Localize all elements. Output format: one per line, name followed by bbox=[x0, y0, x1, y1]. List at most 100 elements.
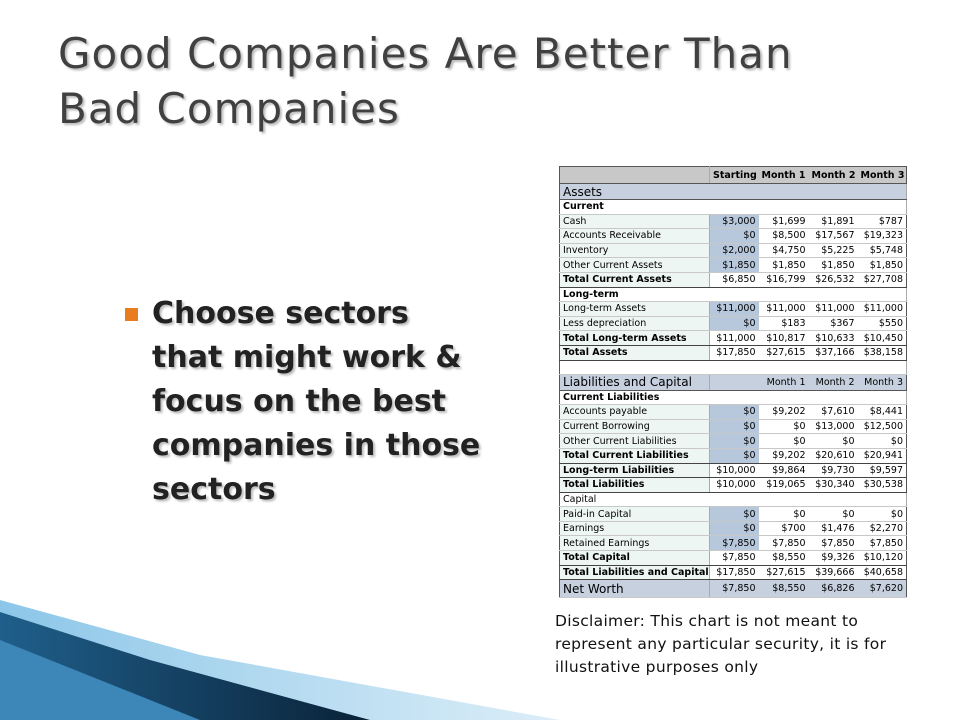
table-cell: $38,158 bbox=[857, 344, 907, 361]
table-cell: Current bbox=[559, 199, 907, 215]
table-cell: $10,000 bbox=[709, 477, 759, 493]
table-cell: $0 bbox=[857, 433, 907, 449]
table-cell: $17,850 bbox=[709, 564, 759, 581]
bullet-marker bbox=[125, 308, 138, 321]
table-row: Retained Earnings $7,850 $7,850 $7,850 $7,85… bbox=[559, 535, 907, 552]
table-cell: $27,615 bbox=[758, 564, 809, 581]
table-cell: $367 bbox=[808, 316, 858, 332]
table-cell: $1,850 bbox=[857, 257, 907, 273]
table-cell: $39,666 bbox=[808, 564, 858, 581]
table-cell: $10,817 bbox=[758, 330, 809, 346]
bullet-text: Choose sectors that might work & focus on … bbox=[152, 292, 480, 512]
table-cell: Retained Earnings bbox=[559, 535, 710, 552]
table-cell: $7,850 bbox=[758, 535, 809, 552]
table-row: Accounts Receivable $0 $8,500 $17,567 $19,32… bbox=[559, 228, 907, 244]
table-cell: Inventory bbox=[559, 243, 710, 259]
table-cell: $0 bbox=[709, 419, 759, 435]
table-cell: $0 bbox=[709, 316, 759, 332]
table-cell: Assets bbox=[559, 183, 907, 200]
table-cell bbox=[709, 374, 759, 391]
table-row: Paid-in Capital $0 $0 $0 $0 bbox=[559, 506, 907, 522]
table-cell: $9,326 bbox=[808, 550, 858, 566]
table-row: Long-term Liabilities $10,000 $9,864 $9,730… bbox=[559, 462, 907, 479]
table-cell: $17,567 bbox=[808, 228, 858, 244]
table-cell: $11,000 bbox=[758, 301, 809, 317]
table-cell: $7,850 bbox=[857, 535, 907, 552]
table-cell: $1,891 bbox=[808, 214, 858, 230]
table-cell: Total Capital bbox=[559, 550, 710, 566]
table-cell: Current Liabilities bbox=[559, 390, 907, 406]
table-cell: Month 3 bbox=[857, 374, 907, 391]
table-cell: $11,000 bbox=[808, 301, 858, 317]
table-cell: $9,202 bbox=[758, 404, 809, 420]
table-row bbox=[559, 360, 907, 375]
table-cell: $0 bbox=[709, 228, 759, 244]
table-cell: Long-term bbox=[559, 287, 907, 303]
table-cell: $10,450 bbox=[857, 330, 907, 346]
table-cell: Month 2 bbox=[808, 374, 858, 391]
table-cell: $5,225 bbox=[808, 243, 858, 259]
table-cell: $1,850 bbox=[758, 257, 809, 273]
table-cell: $7,620 bbox=[857, 579, 907, 599]
table-row: Current bbox=[559, 199, 907, 215]
table-cell: $12,500 bbox=[857, 419, 907, 435]
table-cell: $550 bbox=[857, 316, 907, 332]
table-cell: $0 bbox=[709, 506, 759, 522]
table-cell: $700 bbox=[758, 521, 809, 537]
table-cell: $30,538 bbox=[857, 477, 907, 493]
table-cell: $1,850 bbox=[808, 257, 858, 273]
table-cell: $9,864 bbox=[758, 462, 809, 479]
table-cell: $0 bbox=[808, 433, 858, 449]
table-cell: $27,615 bbox=[758, 344, 809, 361]
bullet-line: focus on the best bbox=[152, 384, 447, 419]
table-cell: Capital bbox=[559, 492, 907, 508]
table-cell: Long-term Liabilities bbox=[559, 462, 710, 479]
table-cell: $10,120 bbox=[857, 550, 907, 566]
table-cell: $0 bbox=[758, 419, 809, 435]
swoosh-mid bbox=[0, 640, 200, 720]
table-cell: Accounts payable bbox=[559, 404, 710, 420]
table-cell: $2,000 bbox=[709, 243, 759, 259]
table-cell: $787 bbox=[857, 214, 907, 230]
table-cell: $0 bbox=[758, 433, 809, 449]
table-cell bbox=[559, 360, 907, 375]
table-cell: Starting bbox=[709, 166, 759, 184]
table-cell: Cash bbox=[559, 214, 710, 230]
table-row: Other Current Liabilities $0 $0 $0 $0 bbox=[559, 433, 907, 449]
table-cell: $9,730 bbox=[808, 462, 858, 479]
table-row: Inventory $2,000 $4,750 $5,225 $5,748 bbox=[559, 243, 907, 259]
table-cell: $5,748 bbox=[857, 243, 907, 259]
table-row: Accounts payable $0 $9,202 $7,610 $8,441 bbox=[559, 404, 907, 420]
table-row: Total Current Liabilities $0 $9,202 $20,610… bbox=[559, 447, 907, 464]
table-cell: $19,323 bbox=[857, 228, 907, 244]
table-cell: $183 bbox=[758, 316, 809, 332]
disclaimer-line: illustrative purposes only bbox=[555, 658, 759, 676]
table-cell: $2,270 bbox=[857, 521, 907, 537]
table-cell: $0 bbox=[857, 506, 907, 522]
table-cell: Earnings bbox=[559, 521, 710, 537]
bullet-line: sectors bbox=[152, 472, 276, 507]
table-cell: Month 2 bbox=[808, 166, 858, 184]
table-cell: $19,065 bbox=[758, 477, 809, 493]
disclaimer-line: Disclaimer: This chart is not meant to bbox=[555, 612, 859, 630]
table-cell: $0 bbox=[709, 521, 759, 537]
table-row: Current Liabilities bbox=[559, 390, 907, 406]
table-cell: Total Current Assets bbox=[559, 271, 710, 288]
table-cell: $9,202 bbox=[758, 447, 809, 464]
table-cell: $13,000 bbox=[808, 419, 858, 435]
table-cell: Total Assets bbox=[559, 344, 710, 361]
slide-title: Good Companies Are Better Than Bad Compan… bbox=[58, 26, 793, 136]
table-row: Total Assets $17,850 $27,615 $37,166 $38,158 bbox=[559, 344, 907, 361]
table-cell: Total Current Liabilities bbox=[559, 447, 710, 464]
table-cell: Accounts Receivable bbox=[559, 228, 710, 244]
table-row: Total Capital $7,850 $8,550 $9,326 $10,120 bbox=[559, 550, 907, 566]
bullet-line: that might work & bbox=[152, 340, 462, 375]
table-row: Liabilities and Capital Month 1 Month 2 Mon… bbox=[559, 374, 907, 391]
table-cell: Long-term Assets bbox=[559, 301, 710, 317]
title-line: Bad Companies bbox=[58, 84, 400, 133]
table-row: Starting Month 1 Month 2 Month 3 bbox=[559, 166, 907, 184]
bullet-line: Choose sectors bbox=[152, 296, 409, 331]
table-cell: $0 bbox=[709, 404, 759, 420]
table-cell: $20,610 bbox=[808, 447, 858, 464]
